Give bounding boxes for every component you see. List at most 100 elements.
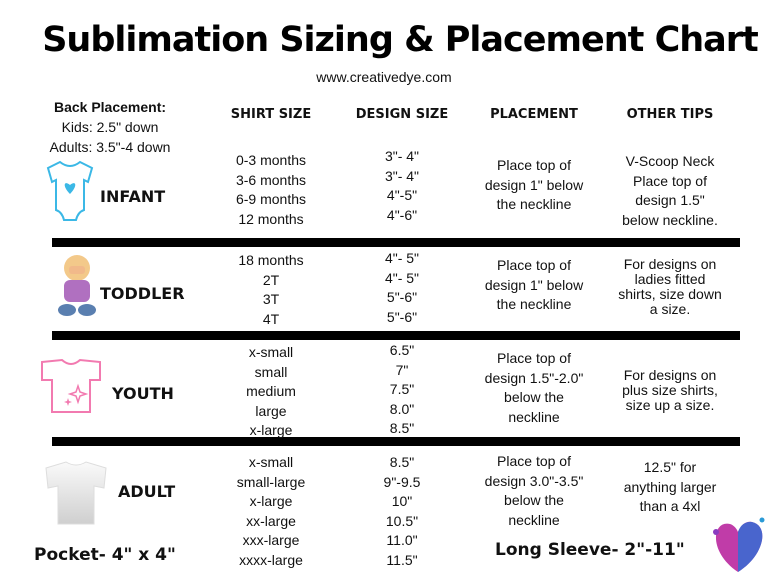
other-tips-line: ladies fitted xyxy=(634,271,706,287)
shirt-size-line: x-small xyxy=(248,454,294,470)
placement-cell: Place top of design 1" below the neckline xyxy=(459,156,609,215)
header-shirt-size: SHIRT SIZE xyxy=(230,107,312,122)
other-tips-line: 12.5" for xyxy=(643,459,697,475)
header-placement: PLACEMENT xyxy=(490,107,578,122)
website-link[interactable]: www.creativedye.com xyxy=(316,69,452,85)
shirt-size-line: 3T xyxy=(262,291,280,307)
placement-line: the neckline xyxy=(496,296,572,312)
design-size-cell: 4"- 5" 4"- 5" 5"-6" 5"-6" xyxy=(327,249,477,327)
placement-line: design 1" below xyxy=(484,276,584,293)
long-sleeve-size: Long Sleeve- 2"-11" xyxy=(495,540,685,560)
placement-cell: Place top of design 1.5"-2.0" below the nec… xyxy=(459,349,609,427)
design-size-line: 3"- 4" xyxy=(384,167,420,184)
design-size-line: 4"-5" xyxy=(386,187,418,203)
onesie-icon xyxy=(46,160,94,221)
placement-line: Place top of xyxy=(497,453,571,469)
other-tips-line: For designs on xyxy=(623,256,717,272)
row-divider xyxy=(52,331,740,340)
other-tips-cell: 12.5" for anything larger than a 4xl xyxy=(595,458,745,517)
design-size-line: 4"- 5" xyxy=(384,250,420,266)
back-placement-heading: Back Placement: xyxy=(53,99,167,115)
pocket-size: Pocket- 4" x 4" xyxy=(34,545,176,565)
adult-shirt-icon xyxy=(45,461,107,525)
design-size-line: 11.5" xyxy=(386,551,418,568)
shirt-size-line: 2T xyxy=(262,271,280,288)
design-size-line: 5"-6" xyxy=(386,308,418,325)
other-tips-line: design 1.5" xyxy=(635,192,705,208)
row-divider xyxy=(52,437,740,446)
back-placement-adults: Adults: 3.5"-4 down xyxy=(49,139,171,155)
shirt-size-cell: 18 months 2T 3T 4T xyxy=(196,251,346,329)
placement-line: neckline xyxy=(508,408,560,425)
design-size-line: 6.5" xyxy=(389,342,415,358)
shirt-size-line: large xyxy=(255,402,287,419)
row-label-adult: ADULT xyxy=(118,482,176,501)
other-tips-line: anything larger xyxy=(623,478,717,495)
other-tips-line: size up a size. xyxy=(625,397,715,413)
back-placement-kids: Kids: 2.5" down xyxy=(61,119,159,135)
toddler-icon xyxy=(58,255,96,316)
creative-dye-logo xyxy=(713,517,765,572)
shirt-size-line: xx-large xyxy=(246,512,296,529)
other-tips-line: For designs on xyxy=(623,367,717,383)
other-tips-line: shirts, size down xyxy=(618,286,722,302)
design-size-cell: 6.5" 7" 7.5" 8.0" 8.5" xyxy=(327,341,477,439)
other-tips-line: plus size shirts, xyxy=(622,382,718,398)
design-size-line: 5"-6" xyxy=(386,289,418,305)
shirt-size-line: x-large xyxy=(249,422,293,438)
placement-line: neckline xyxy=(508,511,560,528)
placement-line: Place top of xyxy=(497,350,571,366)
header-design-size: DESIGN SIZE xyxy=(355,107,449,122)
design-size-line: 11.0" xyxy=(386,532,418,548)
design-size-line: 3"- 4" xyxy=(384,148,420,164)
shirt-size-cell: x-small small medium large x-large xyxy=(196,343,346,441)
shirt-size-cell: x-small small-large x-large xx-large xxx-lar… xyxy=(196,453,346,570)
shirt-size-line: 18 months xyxy=(238,252,304,268)
placement-line: design 1.5"-2.0" xyxy=(484,369,584,386)
design-size-cell: 3"- 4" 3"- 4" 4"-5" 4"-6" xyxy=(327,147,477,225)
shirt-size-line: 6-9 months xyxy=(235,191,307,207)
design-size-line: 8.0" xyxy=(389,400,415,417)
shirt-size-line: x-large xyxy=(249,493,293,509)
youth-shirt-icon xyxy=(41,358,101,413)
design-size-line: 9"-9.5 xyxy=(383,473,421,490)
shirt-size-line: xxx-large xyxy=(242,532,300,548)
row-label-infant: INFANT xyxy=(100,187,166,206)
page-title: Sublimation Sizing & Placement Chart xyxy=(42,20,759,60)
header-other-tips: OTHER TIPS xyxy=(626,107,714,122)
placement-cell: Place top of design 3.0"-3.5" below the nec… xyxy=(459,452,609,530)
other-tips-line: Place top of xyxy=(633,172,707,189)
placement-line: the neckline xyxy=(496,196,572,212)
design-size-line: 8.5" xyxy=(389,420,415,436)
other-tips-cell: For designs on plus size shirts, size up a… xyxy=(595,368,745,413)
other-tips-cell: For designs on ladies fitted shirts, size … xyxy=(595,257,745,317)
shirt-size-line: 12 months xyxy=(238,210,304,227)
placement-line: Place top of xyxy=(497,257,571,273)
row-label-youth: YOUTH xyxy=(112,384,174,403)
shirt-size-line: 4T xyxy=(262,310,280,327)
other-tips-line: V-Scoop Neck xyxy=(625,153,715,169)
other-tips-cell: V-Scoop Neck Place top of design 1.5" below… xyxy=(595,152,745,230)
design-size-line: 7" xyxy=(395,361,409,378)
design-size-line: 7.5" xyxy=(389,381,415,397)
shirt-size-line: small xyxy=(254,363,288,380)
design-size-line: 4"- 5" xyxy=(384,269,420,286)
shirt-size-line: medium xyxy=(246,383,296,399)
row-divider xyxy=(52,238,740,247)
shirt-size-line: small-large xyxy=(236,473,306,490)
design-size-line: 10.5" xyxy=(385,512,419,529)
row-label-toddler: TODDLER xyxy=(100,284,185,303)
placement-cell: Place top of design 1" below the neckline xyxy=(459,256,609,315)
placement-line: Place top of xyxy=(497,157,571,173)
placement-line: design 1" below xyxy=(484,176,584,193)
design-size-line: 10" xyxy=(391,493,413,509)
shirt-size-line: x-small xyxy=(248,344,294,360)
placement-line: below the xyxy=(504,389,564,405)
shirt-size-line: 3-6 months xyxy=(235,171,307,188)
placement-line: below the xyxy=(504,492,564,508)
back-placement: Back Placement: Kids: 2.5" down Adults: … xyxy=(40,97,180,157)
shirt-size-line: xxxx-large xyxy=(239,551,303,568)
shirt-size-line: 0-3 months xyxy=(235,152,307,168)
design-size-cell: 8.5" 9"-9.5 10" 10.5" 11.0" 11.5" xyxy=(327,453,477,570)
placement-line: design 3.0"-3.5" xyxy=(484,472,584,489)
